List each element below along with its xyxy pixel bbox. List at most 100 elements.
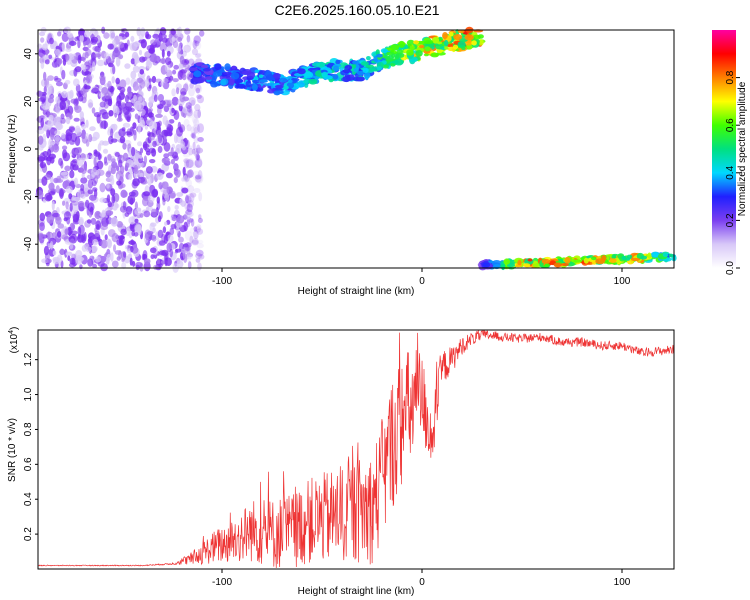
noise-blob [188, 145, 193, 150]
noise-blob [130, 35, 135, 43]
noise-blob [73, 105, 79, 111]
noise-blob [111, 194, 116, 204]
noise-blob [79, 111, 85, 119]
noise-blob [70, 54, 75, 60]
noise-blob [145, 31, 150, 39]
spectrogram-x-tick-label: 100 [614, 276, 631, 287]
noise-blob [54, 135, 61, 142]
noise-blob [99, 92, 105, 98]
signal-blob [373, 55, 379, 62]
noise-blob [143, 155, 148, 165]
noise-blob [161, 49, 165, 58]
noise-blob [191, 133, 196, 139]
noise-blob [65, 185, 73, 194]
noise-blob [155, 113, 163, 118]
noise-blob [65, 251, 73, 257]
noise-blob [84, 85, 91, 90]
snr-y-multiplier: (x104) [8, 327, 20, 354]
signal-blob [273, 90, 281, 96]
noise-blob [69, 242, 74, 250]
snr-y-tick-label: 0.8 [23, 422, 34, 436]
noise-blob [186, 124, 192, 132]
signal-blob [287, 75, 293, 80]
noise-blob [110, 165, 116, 175]
colorbar-ticks: 0.0 0.2 0.4 0.6 0.8 [725, 70, 740, 275]
noise-blob [133, 94, 137, 102]
noise-blob [171, 107, 175, 114]
noise-blob [72, 213, 79, 223]
spectrogram-x-tick-label: 0 [419, 276, 425, 287]
noise-blob [77, 200, 85, 207]
noise-blob [139, 69, 145, 75]
noise-blob [173, 110, 180, 121]
noise-blob [43, 155, 49, 161]
noise-blob [122, 152, 129, 162]
noise-blob [185, 102, 192, 109]
noise-blob [85, 199, 90, 208]
noise-blob [59, 189, 64, 199]
noise-blob [52, 212, 60, 218]
noise-blob [177, 37, 183, 42]
noise-blob [133, 41, 141, 47]
noise-blob [119, 79, 127, 89]
noise-blob [107, 98, 113, 107]
signal-blob [351, 63, 357, 69]
noise-blob [43, 114, 48, 123]
noise-blob [73, 78, 80, 87]
noise-blob [182, 83, 189, 92]
signal-blob [254, 69, 260, 73]
noise-blob [169, 227, 175, 236]
noise-blob [100, 257, 105, 264]
signal-blob [245, 80, 252, 88]
signal-blob [523, 263, 531, 268]
noise-blob [195, 226, 201, 233]
noise-blob [153, 264, 159, 270]
noise-blob [100, 239, 108, 249]
noise-blob [122, 200, 127, 211]
colorbar-tick-label: 0.4 [725, 165, 736, 179]
noise-blob [197, 262, 202, 271]
noise-blob [100, 120, 109, 129]
noise-blob [80, 177, 88, 184]
noise-blob [180, 69, 188, 74]
noise-blob [100, 224, 108, 231]
noise-blob [194, 174, 202, 180]
noise-blob [161, 157, 167, 164]
noise-blob [94, 230, 100, 237]
noise-blob [182, 62, 187, 67]
spectrogram-y-tick-label: -20 [23, 189, 34, 204]
noise-blob [80, 183, 85, 192]
noise-blob [92, 238, 99, 246]
noise-blob [47, 75, 54, 81]
noise-blob [56, 58, 63, 65]
signal-blob [356, 70, 365, 76]
signal-blob [503, 258, 511, 265]
noise-blob [163, 105, 170, 113]
signal-blob [236, 79, 244, 83]
noise-blob [93, 149, 98, 155]
noise-blob [129, 257, 133, 266]
noise-blob [184, 201, 190, 211]
noise-blob [157, 229, 164, 239]
noise-blob [192, 39, 198, 50]
noise-blob [140, 39, 147, 49]
noise-blob [182, 50, 187, 57]
noise-blob [143, 258, 151, 265]
noise-blob [187, 76, 191, 81]
noise-blob [194, 158, 203, 168]
signal-blob [652, 252, 659, 258]
noise-blob [138, 49, 143, 56]
noise-blob [98, 153, 101, 160]
noise-blob [182, 106, 190, 114]
noise-blob [179, 55, 185, 65]
noise-blob [91, 87, 99, 94]
noise-blob [111, 76, 115, 84]
noise-region [35, 26, 205, 273]
signal-blob [444, 46, 449, 50]
noise-blob [125, 101, 133, 108]
noise-blob [193, 118, 200, 128]
noise-blob [119, 86, 126, 93]
signal-blob [267, 88, 276, 94]
noise-blob [121, 127, 126, 132]
